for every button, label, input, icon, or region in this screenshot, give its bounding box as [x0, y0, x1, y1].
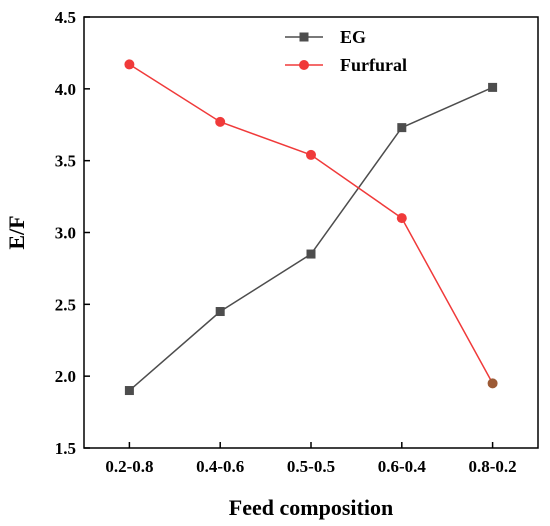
data-point-furfural: [396, 213, 407, 224]
data-point-furfural: [215, 116, 226, 127]
series-line-eg: [128, 86, 493, 392]
y-tick-label: 3.0: [55, 224, 76, 243]
series-layer: [124, 59, 498, 396]
y-tick-label: 3.5: [55, 152, 76, 171]
legend-marker-eg: [299, 32, 309, 42]
y-axis-title: E/F: [4, 215, 29, 249]
data-point-eg: [306, 249, 316, 259]
data-point-furfural: [306, 149, 316, 160]
plot-frame: [83, 16, 539, 449]
y-tick-label: 2.0: [55, 367, 76, 386]
x-tick-label: 0.4-0.6: [196, 457, 244, 476]
data-point-eg: [215, 307, 225, 317]
x-tick-label: 0.8-0.2: [469, 457, 517, 476]
data-point-furfural: [487, 378, 498, 389]
data-point-eg: [124, 386, 134, 396]
legend-label-furfural: Furfural: [340, 55, 407, 75]
y-tick-label: 4.0: [55, 80, 76, 99]
x-tick-label: 0.2-0.8: [105, 457, 153, 476]
legend: EG Furfural: [285, 27, 407, 75]
legend-label-eg: EG: [340, 27, 366, 47]
x-tick-label: 0.6-0.4: [378, 457, 427, 476]
axes: 1.5 2.0 2.5 3.0 3.5 4.0 4.5 0.2-0.8 0.4-0.6 0.5-0…: [55, 8, 539, 476]
data-point-eg: [488, 82, 498, 92]
y-tick-label: 2.5: [55, 295, 76, 314]
x-axis-title: Feed composition: [229, 495, 393, 520]
data-point-eg: [397, 123, 407, 133]
x-tick-label: 0.5-0.5: [287, 457, 335, 476]
y-tick-label: 4.5: [55, 8, 76, 27]
y-tick-label: 1.5: [55, 439, 76, 458]
data-point-furfural: [124, 59, 135, 70]
legend-marker-furfural: [299, 60, 309, 70]
